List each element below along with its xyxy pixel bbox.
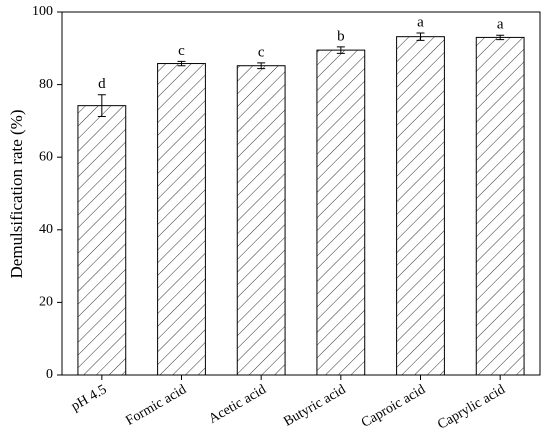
bar	[475, 36, 525, 376]
y-tick-label: 100	[32, 4, 53, 19]
error-bar	[177, 60, 186, 67]
error-bar	[336, 46, 345, 54]
x-tick-label: Acetic acid	[206, 382, 268, 427]
y-tick-label: 20	[39, 295, 53, 310]
significance-letter: c	[258, 44, 265, 60]
y-tick-label: 0	[46, 367, 53, 382]
x-tick-label: Caproic acid	[359, 382, 428, 431]
significance-letter: b	[337, 28, 345, 44]
bar	[236, 65, 286, 376]
x-tick-label: Formic acid	[123, 382, 189, 429]
bar	[316, 49, 366, 376]
significance-letter: d	[98, 76, 106, 92]
error-bar	[416, 32, 425, 41]
error-bar	[97, 94, 106, 118]
significance-letter: a	[417, 14, 424, 30]
error-bar	[496, 34, 505, 41]
bar	[77, 105, 127, 376]
bar	[396, 36, 445, 376]
significance-letter: c	[178, 43, 185, 59]
y-tick-label: 80	[39, 77, 53, 92]
x-tick-label: Caprylic acid	[435, 382, 507, 433]
x-tick-label: Butyric acid	[281, 382, 348, 429]
y-tick-label: 40	[39, 222, 53, 237]
y-axis-label: Demulsification rate (%)	[7, 110, 26, 279]
bar	[157, 63, 206, 376]
error-bar	[257, 62, 266, 70]
plot-frame	[61, 11, 541, 376]
significance-letter: a	[497, 17, 504, 33]
y-tick-label: 60	[39, 149, 53, 164]
x-tick-label: pH 4.5	[69, 382, 110, 414]
